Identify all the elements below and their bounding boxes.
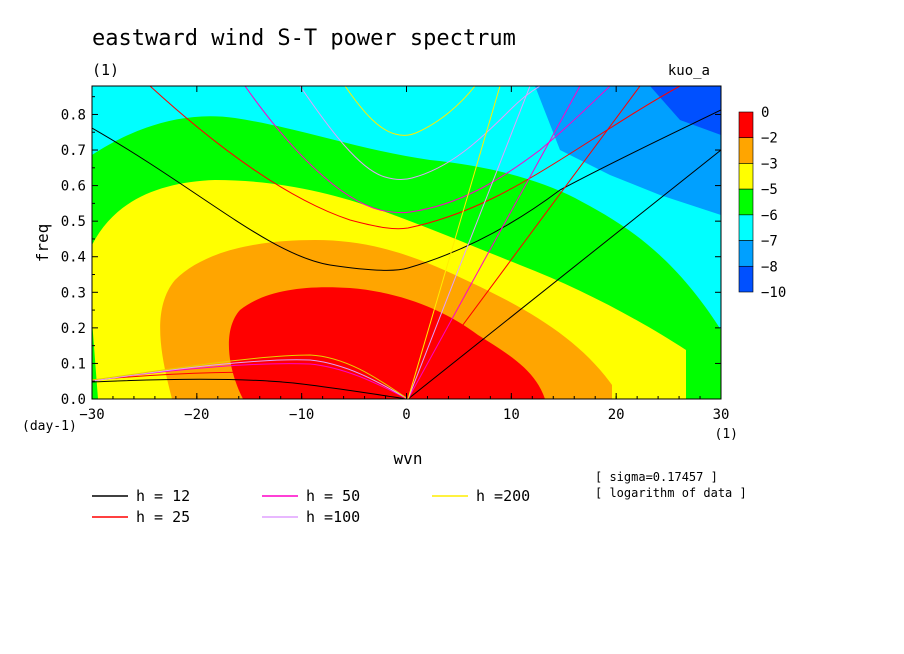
band-level-8 (535, 86, 721, 215)
y-tick-label: 0.5 (61, 214, 86, 230)
curve-h12-n1 (92, 109, 721, 271)
legend-label: h =100 (306, 508, 360, 526)
colorbar-swatch (738, 188, 754, 216)
y-tick-label: 0.6 (61, 179, 86, 195)
x-tick-label: −30 (79, 407, 104, 423)
y-tick-label: 0.0 (61, 392, 86, 408)
curve-h200-rossby (92, 354, 409, 399)
colorbar-swatch (738, 240, 754, 267)
y-tick-label: 0.1 (61, 356, 86, 372)
legend-label: h = 25 (136, 508, 190, 526)
band-level-2 (228, 287, 546, 399)
case-label: kuo_a (668, 63, 710, 79)
curve-legend: h = 12 h = 25 h = 50 h =100 h =200 (92, 487, 530, 526)
colorbar-swatch (738, 163, 754, 190)
curve-h25-kelvin (407, 86, 641, 399)
note-logarithm: [ logarithm of data ] (595, 486, 747, 500)
axes: −30 −20 −10 0 10 20 30 0.0 0.1 0.2 0.3 0.4 0.5 0.6 0.7… (61, 86, 730, 423)
x-tick-label: −10 (289, 407, 314, 423)
x-tick-label: 20 (608, 407, 625, 423)
curve-h50-rossby (92, 363, 409, 399)
curve-h200-n1 (344, 86, 476, 136)
colorbar-label: −7 (761, 234, 778, 250)
curve-h100-kelvin (407, 86, 531, 399)
colorbar-label: −6 (761, 208, 778, 224)
curve-h25-rossby (92, 371, 409, 399)
y-tick-label: 0.8 (61, 107, 86, 123)
y-axis-unit: (day-1) (22, 419, 77, 434)
colorbar-label: −8 (761, 259, 778, 275)
colorbar-label: −10 (761, 285, 786, 301)
x-tick-label: −20 (184, 407, 209, 423)
colorbar-swatch (738, 214, 754, 241)
y-tick-label: 0.2 (61, 321, 86, 337)
colorbar-swatch (738, 137, 754, 164)
x-tick-label: 30 (713, 407, 730, 423)
band-level-10 (650, 86, 721, 135)
colorbar-swatch (738, 111, 754, 139)
chart-subtitle: (1) (92, 61, 119, 79)
colorbar-label: −5 (761, 182, 778, 198)
colorbar-label: −2 (761, 131, 778, 147)
x-tick-label: 10 (503, 407, 520, 423)
chart-title: eastward wind S-T power spectrum (92, 26, 516, 51)
legend-label: h = 12 (136, 487, 190, 505)
contour-field (92, 86, 721, 399)
y-tick-label: 0.4 (61, 250, 86, 266)
colorbar-label: −3 (761, 156, 778, 172)
colorbar-swatch (738, 265, 754, 293)
curve-h12-rossby (92, 378, 409, 399)
colorbar: 0 −2 −3 −5 −6 −7 −8 −10 (738, 105, 786, 301)
legend-label: h =200 (476, 487, 530, 505)
curve-h100-rossby (92, 359, 409, 399)
curve-h100-n1 (299, 86, 541, 180)
curve-h50-kelvin (407, 86, 581, 399)
y-axis-label: freq (33, 224, 52, 263)
legend-label: h = 50 (306, 487, 360, 505)
x-tick-label: 0 (402, 407, 410, 423)
dispersion-curves (92, 86, 721, 399)
note-sigma: [ sigma=0.17457 ] (595, 470, 718, 484)
y-tick-label: 0.3 (61, 285, 86, 301)
curve-h200-kelvin (407, 86, 501, 399)
curve-h12-kelvin (407, 149, 721, 399)
y-tick-label: 0.7 (61, 143, 86, 159)
x-axis-label: wvn (394, 449, 423, 468)
x-axis-unit: (1) (715, 427, 738, 442)
curve-h25-n1 (149, 86, 681, 230)
colorbar-label: 0 (761, 105, 769, 121)
curve-h50-n1 (244, 86, 611, 214)
